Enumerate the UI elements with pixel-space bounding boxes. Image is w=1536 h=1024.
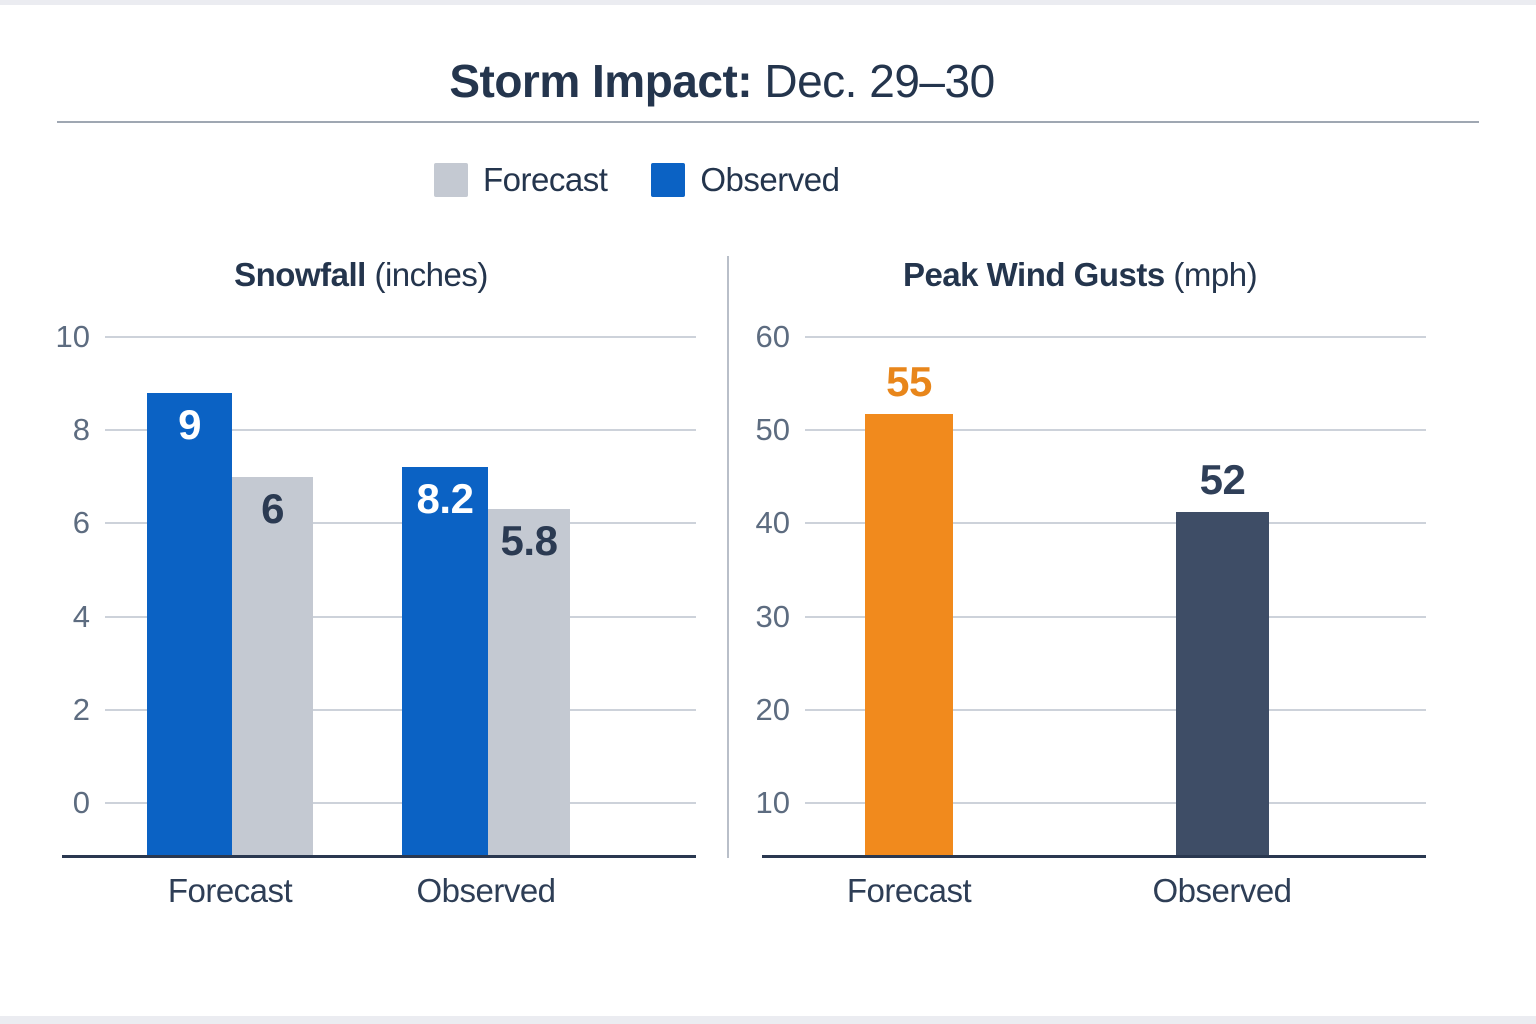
bar-value-label: 5.8: [500, 517, 558, 565]
bar-observed-navy: [1176, 512, 1269, 858]
bar-value-label: 8.2: [416, 475, 474, 523]
gridline: [105, 615, 696, 618]
y-axis-tick-label: 10: [55, 319, 90, 354]
chart-title-strong: Snowfall: [234, 256, 366, 293]
legend: Forecast Observed: [434, 163, 883, 197]
chart-panel-snowfall: Snowfall (inches) 10 8 6 4 2 0 9 6 8.2 5.8 Forecast…: [0, 0, 727, 1024]
page-title-strong: Storm Impact:: [449, 55, 753, 107]
bar-forecast-gray: [232, 476, 313, 858]
legend-swatch-forecast: [434, 163, 468, 197]
bar-forecast-blue: [147, 392, 232, 858]
x-axis-label-forecast: Forecast: [846, 872, 972, 909]
y-axis-tick-label: 6: [72, 505, 90, 541]
gridline: [105, 708, 696, 711]
chart-title-unit: (inches): [365, 256, 488, 293]
gridline: [105, 429, 696, 432]
x-axis-line: [62, 855, 696, 858]
bar-forecast-orange: [865, 414, 953, 858]
top-edge-strip: [0, 0, 1536, 5]
y-axis-tick-label: 20: [755, 691, 790, 727]
title-divider-line: [57, 121, 1479, 123]
chart-title: Peak Wind Gusts (mph): [902, 256, 1258, 294]
y-axis-tick-label: 10: [755, 785, 790, 820]
legend-label-observed: Observed: [700, 161, 840, 198]
bar-value-label: 9: [178, 400, 201, 448]
x-axis-label-observed: Observed: [1152, 872, 1292, 909]
legend-item-forecast: Forecast: [434, 161, 608, 198]
chart-title: Snowfall (inches): [234, 256, 488, 294]
y-axis-tick-label: 50: [755, 412, 790, 448]
page-title: Storm Impact: Dec. 29–30: [449, 54, 995, 108]
y-axis-tick-label: 60: [755, 319, 790, 354]
y-axis-tick-label: 4: [72, 598, 90, 634]
legend-item-observed: Observed: [651, 161, 840, 198]
y-axis-tick-label: 2: [72, 691, 90, 727]
gridline: [105, 336, 696, 338]
chart-panel-peak-wind-gusts: Peak Wind Gusts (mph) 60 50 40 30 20 10 55 52 For…: [728, 0, 1536, 1024]
gridline: [805, 336, 1426, 338]
panel-divider-line: [727, 256, 729, 858]
gridline: [805, 708, 1426, 711]
gridline: [105, 802, 696, 804]
legend-label-forecast: Forecast: [483, 161, 608, 198]
chart-title-unit: (mph): [1164, 256, 1258, 293]
bar-observed-blue: [402, 467, 488, 858]
bar-value-label: 6: [261, 484, 284, 532]
x-axis-label-forecast: Forecast: [167, 872, 293, 909]
chart-title-strong: Peak Wind Gusts: [902, 256, 1165, 293]
gridline: [805, 615, 1426, 618]
y-axis-tick-label: 8: [72, 412, 90, 448]
y-axis-tick-label: 30: [755, 598, 790, 634]
bar-value-label: 55: [886, 358, 932, 406]
y-axis-tick-label: 40: [755, 505, 790, 541]
gridline: [105, 522, 696, 525]
legend-swatch-observed: [651, 163, 686, 197]
gridline: [805, 522, 1426, 525]
gridline: [805, 429, 1426, 432]
gridline: [805, 802, 1426, 804]
x-axis-line: [762, 855, 1426, 858]
bar-value-label: 52: [1199, 456, 1246, 504]
page-title-dates: Dec. 29–30: [752, 55, 995, 107]
bottom-edge-strip: [0, 1016, 1536, 1024]
bar-observed-gray: [488, 509, 570, 858]
x-axis-label-observed: Observed: [416, 872, 556, 909]
y-axis-tick-label: 0: [72, 785, 90, 820]
